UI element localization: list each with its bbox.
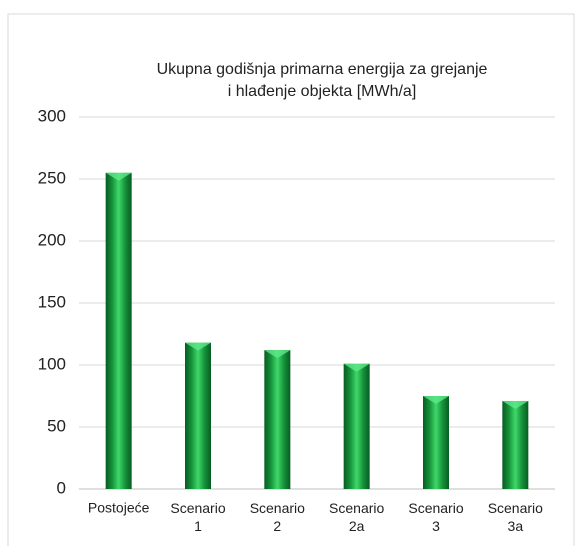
- bar: [105, 172, 132, 490]
- x-tick-label: Scenario 3a: [488, 500, 543, 534]
- bar-cap: [502, 400, 529, 409]
- bar-cap: [105, 172, 132, 181]
- chart-title: i hlađenje objekta [MWh/a]: [228, 83, 417, 100]
- bar-cap: [343, 363, 370, 372]
- y-tick-label: 200: [38, 230, 66, 249]
- y-tick-label: 250: [38, 168, 66, 187]
- y-tick-label: 150: [38, 292, 66, 311]
- chart-border: [7, 13, 575, 546]
- bar: [343, 363, 370, 489]
- x-tick-label: Postojeće: [88, 500, 150, 516]
- bar-cap: [423, 396, 449, 404]
- x-tick-label: Scenario 3: [408, 500, 463, 534]
- y-tick-label: 100: [38, 354, 66, 373]
- bar-cap: [185, 342, 211, 351]
- x-tick-label: Scenario 2a: [329, 500, 384, 534]
- bar: [264, 350, 291, 489]
- bar: [185, 342, 211, 489]
- x-tick-label: Scenario 1: [170, 500, 225, 534]
- y-tick-label: 300: [38, 106, 66, 125]
- y-tick-label: 50: [47, 416, 66, 435]
- x-tick-label: Scenario 2: [250, 500, 305, 534]
- y-tick-label: 0: [57, 478, 66, 497]
- chart-title: Ukupna godišnja primarna energija za gre…: [157, 61, 488, 78]
- bar-cap: [264, 350, 291, 359]
- bar: [502, 400, 529, 489]
- bar: [423, 396, 449, 489]
